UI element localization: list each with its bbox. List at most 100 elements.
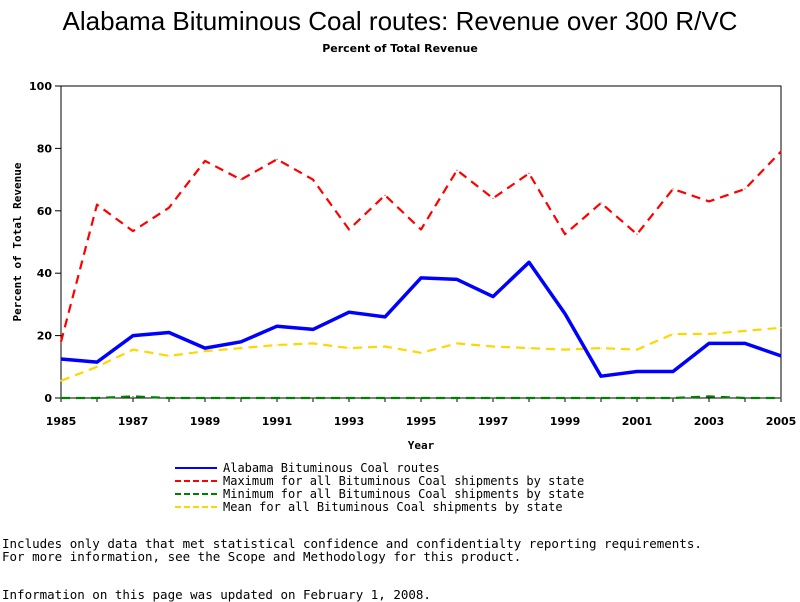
data-point bbox=[240, 347, 242, 349]
data-point bbox=[672, 188, 674, 190]
chart-title: Alabama Bituminous Coal routes: Revenue … bbox=[62, 6, 738, 36]
data-point bbox=[744, 397, 746, 399]
x-tick-label: 1989 bbox=[190, 415, 221, 428]
data-point bbox=[384, 194, 386, 196]
data-point bbox=[420, 228, 422, 231]
data-point bbox=[456, 169, 458, 171]
data-point bbox=[312, 328, 314, 330]
legend-item: Maximum for all Bituminous Coal shipment… bbox=[175, 473, 585, 488]
data-point bbox=[276, 344, 278, 346]
note-confidentiality: Includes only data that met statistical … bbox=[2, 536, 702, 551]
data-point bbox=[708, 395, 710, 398]
data-point bbox=[780, 150, 782, 153]
x-tick-label: 2003 bbox=[694, 415, 725, 428]
data-point bbox=[60, 380, 62, 382]
data-point bbox=[60, 341, 62, 343]
data-point bbox=[780, 327, 782, 329]
data-point bbox=[600, 397, 602, 399]
data-point bbox=[492, 296, 494, 298]
data-point bbox=[168, 331, 170, 334]
data-point bbox=[780, 397, 782, 399]
data-point bbox=[528, 397, 530, 399]
data-point bbox=[672, 370, 674, 373]
data-point bbox=[204, 160, 206, 162]
y-tick-label: 80 bbox=[37, 142, 53, 155]
data-point bbox=[744, 188, 746, 190]
data-point bbox=[420, 277, 422, 279]
chart-subtitle: Percent of Total Revenue bbox=[322, 42, 478, 55]
legend-label-maximum: Maximum for all Bituminous Coal shipment… bbox=[223, 473, 585, 488]
x-tick-label: 1985 bbox=[46, 415, 77, 428]
data-point bbox=[636, 397, 638, 399]
x-tick-label: 1993 bbox=[334, 415, 365, 428]
series-lines bbox=[59, 150, 782, 400]
legend-label-mean: Mean for all Bituminous Coal shipments b… bbox=[223, 499, 563, 514]
legend-swatch-alabama bbox=[175, 466, 217, 469]
data-point bbox=[384, 345, 386, 348]
note-updated: Information on this page was updated on … bbox=[2, 587, 431, 602]
plot-frame bbox=[60, 85, 782, 399]
x-tick-label: 1995 bbox=[406, 415, 437, 428]
data-point bbox=[492, 197, 494, 199]
data-point bbox=[204, 347, 206, 349]
data-point bbox=[348, 311, 350, 313]
data-point bbox=[132, 230, 134, 232]
data-point bbox=[564, 397, 566, 399]
data-point bbox=[276, 325, 278, 327]
data-point bbox=[204, 350, 206, 352]
data-point bbox=[168, 355, 170, 357]
data-point bbox=[564, 349, 566, 351]
x-tick-label: 2001 bbox=[622, 415, 653, 428]
series-line-maximum bbox=[59, 150, 782, 343]
data-point bbox=[240, 179, 242, 181]
data-point bbox=[384, 316, 386, 318]
data-point bbox=[564, 313, 566, 315]
x-tick-label: 1999 bbox=[550, 415, 581, 428]
legend-item: Alabama Bituminous Coal routes bbox=[175, 461, 584, 475]
data-point bbox=[348, 228, 350, 231]
legend-item: Mean for all Bituminous Coal shipments b… bbox=[175, 499, 584, 514]
data-point bbox=[456, 278, 458, 281]
data-point bbox=[168, 207, 170, 209]
data-point bbox=[456, 397, 458, 399]
data-point bbox=[672, 397, 674, 399]
data-point bbox=[312, 397, 314, 399]
data-point bbox=[240, 397, 242, 399]
data-point bbox=[312, 342, 314, 344]
data-point bbox=[240, 341, 242, 343]
data-point bbox=[132, 349, 134, 351]
data-point bbox=[492, 345, 494, 348]
legend-swatch-mean bbox=[175, 505, 217, 508]
data-point bbox=[96, 366, 98, 368]
data-point bbox=[600, 347, 602, 349]
data-point bbox=[96, 203, 98, 206]
data-point bbox=[348, 347, 350, 349]
y-tick-label: 20 bbox=[37, 330, 53, 343]
data-point bbox=[204, 397, 206, 399]
data-point bbox=[420, 397, 422, 399]
data-point bbox=[600, 202, 602, 204]
data-point bbox=[312, 179, 314, 181]
legend-label-minimum: Minimum for all Bituminous Coal shipment… bbox=[223, 486, 585, 501]
data-point bbox=[168, 397, 170, 399]
data-point bbox=[132, 335, 134, 337]
data-point bbox=[636, 233, 638, 235]
y-tick-label: 60 bbox=[37, 205, 53, 218]
data-point bbox=[780, 355, 782, 357]
data-point bbox=[744, 330, 746, 332]
y-axis-label: Percent of Total Revenue bbox=[11, 162, 24, 321]
data-point bbox=[528, 347, 530, 349]
data-point bbox=[96, 397, 98, 399]
data-point bbox=[672, 333, 674, 335]
legend-item: Minimum for all Bituminous Coal shipment… bbox=[175, 486, 585, 501]
note-methodology: For more information, see the Scope and … bbox=[2, 549, 522, 564]
data-point bbox=[744, 342, 746, 344]
y-tick-label: 100 bbox=[29, 80, 52, 93]
data-point bbox=[492, 397, 494, 399]
data-point bbox=[132, 395, 134, 398]
data-point bbox=[708, 333, 710, 335]
x-axis-label: Year bbox=[408, 439, 435, 452]
y-tick-label: 40 bbox=[37, 267, 53, 280]
data-point bbox=[420, 352, 422, 354]
data-point bbox=[384, 397, 386, 399]
